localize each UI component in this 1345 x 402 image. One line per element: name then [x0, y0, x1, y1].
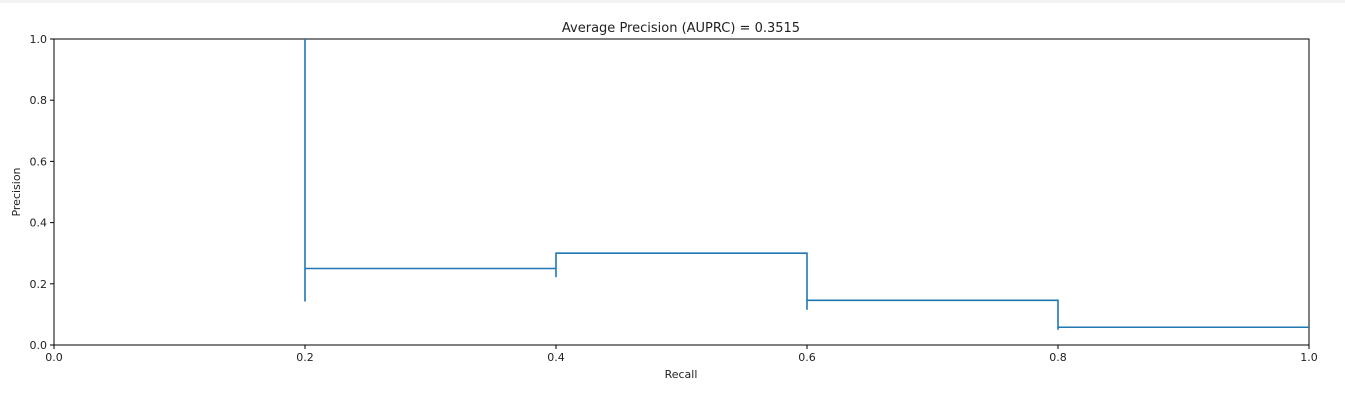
y-tick-label: 0.8: [30, 94, 48, 107]
y-tick-label: 0.2: [30, 278, 48, 291]
pr-curve-line: [304, 39, 1309, 330]
y-tick-label: 1.0: [30, 33, 48, 46]
y-tick-label: 0.0: [30, 339, 48, 352]
plot-area: [53, 38, 1310, 346]
x-tick-label: 0.0: [45, 351, 63, 364]
x-tick-label: 1.0: [1300, 351, 1318, 364]
x-tick-label: 0.2: [296, 351, 314, 364]
top-separator: [0, 0, 1345, 3]
chart-title: Average Precision (AUPRC) = 0.3515: [562, 21, 800, 36]
y-tick-label: 0.4: [30, 217, 48, 230]
y-tick-label: 0.6: [30, 155, 48, 168]
x-axis-ticks: 0.0 0.2 0.4 0.6 0.8 1.0: [45, 345, 1318, 364]
x-tick-label: 0.4: [547, 351, 565, 364]
plot-frame: [53, 38, 1310, 346]
y-axis-label: Precision: [10, 167, 23, 216]
x-tick-label: 0.6: [798, 351, 816, 364]
x-tick-label: 0.8: [1049, 351, 1067, 364]
y-axis-ticks: 0.0 0.2 0.4 0.6 0.8 1.0: [30, 33, 54, 352]
series-layer: [304, 39, 1309, 330]
x-axis-label: Recall: [665, 368, 698, 381]
